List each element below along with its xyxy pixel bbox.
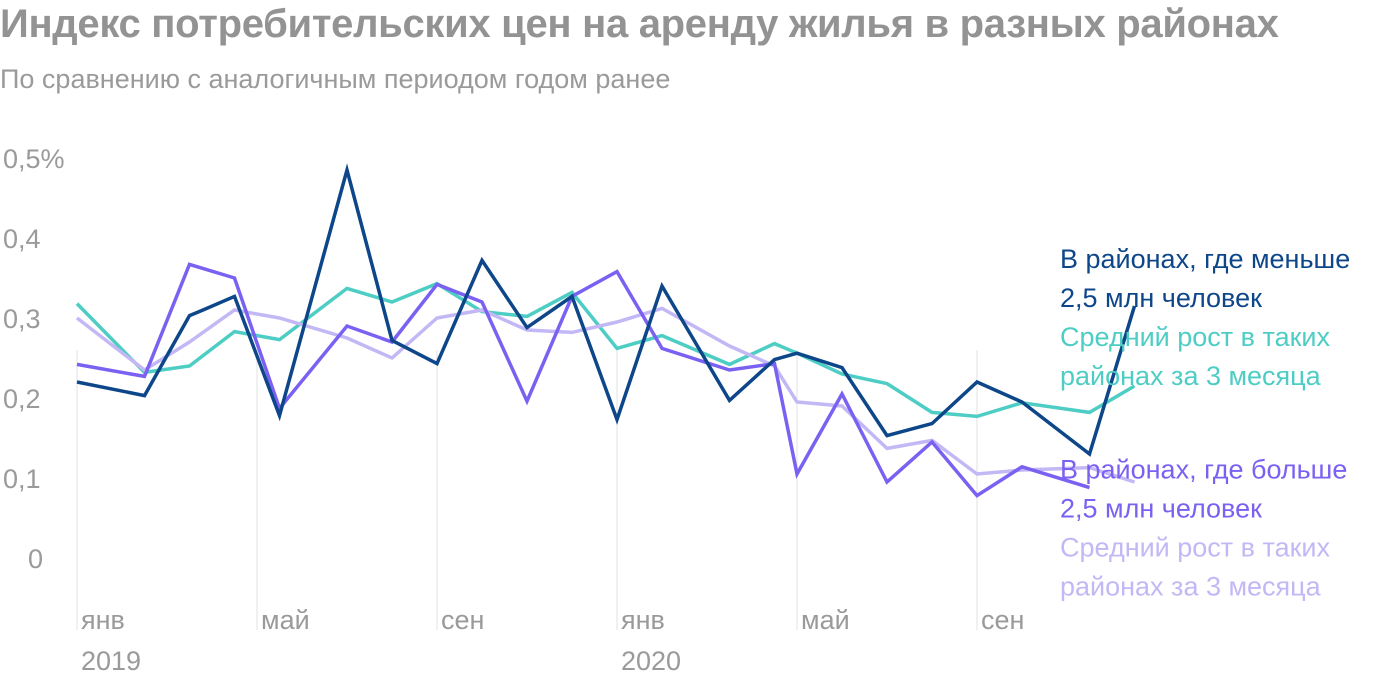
series-line-3 (76, 262, 1091, 498)
x-tick-label-2: сен (441, 605, 484, 635)
grid-lines (76, 350, 978, 630)
x-tick-label-5: сен (981, 605, 1024, 635)
legend-entry-4-line-2: районах за 3 месяца (1060, 572, 1322, 602)
y-tick-label-2: 0,3 (3, 304, 41, 334)
chart-title: Индекс потребительских цен на аренду жил… (0, 2, 1279, 46)
series-line-4 (76, 163, 1137, 457)
legend: В районах, где меньше 2,5 млн человек Сред… (1060, 244, 1350, 602)
y-tick-label-4: 0,1 (3, 464, 41, 494)
legend-entry-3-line-1: В районах, где больше (1060, 455, 1347, 485)
legend-entry-2-line-2: районах за 3 месяца (1060, 361, 1322, 391)
x-tick-label-4: май (801, 605, 850, 635)
y-tick-label-1: 0,4 (3, 224, 41, 254)
legend-entry-4-line-1: Средний рост в таких (1060, 533, 1330, 563)
x-tick-year-0: 2019 (81, 646, 141, 676)
y-tick-label-0: 0,5% (3, 144, 65, 174)
legend-entry-1-line-2: 2,5 млн человек (1060, 283, 1262, 313)
y-tick-label-5: 0 (28, 544, 43, 574)
y-tick-label-3: 0,2 (3, 384, 41, 414)
legend-entry-2-line-1: Средний рост в таких (1060, 322, 1330, 352)
y-axis-ticks: 0,5% 0,4 0,3 0,2 0,1 0 (3, 144, 65, 574)
chart-subtitle: По сравнению с аналогичным периодом годо… (0, 64, 671, 94)
legend-entry-1-line-1: В районах, где меньше (1060, 244, 1350, 274)
x-tick-label-1: май (261, 605, 310, 635)
legend-entry-3-line-2: 2,5 млн человек (1060, 494, 1262, 524)
x-tick-year-3: 2020 (621, 646, 681, 676)
x-axis-ticks: янв 2019 май сен янв 2020 май сен (81, 605, 1024, 676)
x-tick-label-3: янв (621, 605, 665, 635)
series-line-1 (75, 281, 1136, 419)
series-line-2 (75, 306, 1136, 484)
x-tick-label-0: янв (81, 605, 125, 635)
series-lines (75, 163, 1137, 498)
